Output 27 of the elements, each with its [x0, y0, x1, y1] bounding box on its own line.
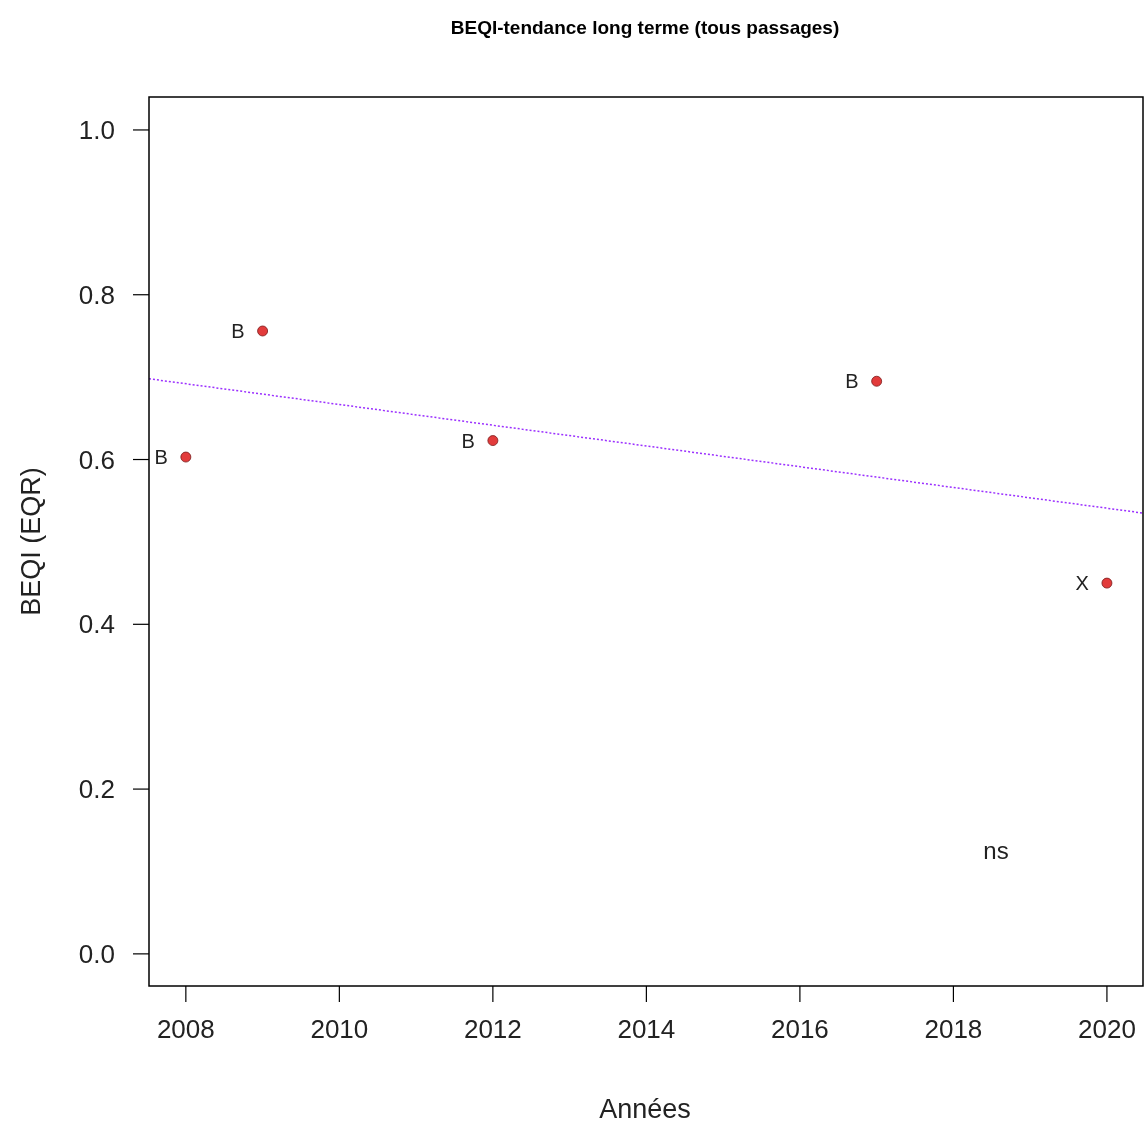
- x-tick-label: 2012: [463, 1014, 522, 1044]
- annotation: B: [845, 370, 859, 393]
- chart-title: BEQI-tendance long terme (tous passages): [450, 17, 840, 38]
- x-tick-label: 2016: [770, 1014, 829, 1044]
- x-axis-title: Années: [599, 1094, 691, 1124]
- annotation: X: [1075, 572, 1089, 595]
- point: [871, 375, 883, 387]
- point: [1101, 577, 1113, 589]
- x-tick-label: 2010: [310, 1014, 369, 1044]
- y-tick-label: 1.0: [78, 114, 115, 145]
- y-tick-label: 0.6: [78, 444, 115, 475]
- x-tick-label: 2020: [1078, 1014, 1136, 1044]
- y-axis-title: BEQI (EQR): [16, 467, 46, 616]
- annotation: B: [231, 319, 245, 342]
- y-tick-label: 0.8: [78, 279, 115, 310]
- y-tick-label: 0.2: [78, 774, 115, 805]
- y-tick-label: 0.0: [78, 938, 115, 969]
- point: [487, 435, 499, 446]
- annotation: B: [461, 429, 475, 452]
- x-tick-label: 2014: [617, 1014, 676, 1044]
- x-tick-label: 2018: [924, 1014, 983, 1044]
- point: [180, 451, 192, 463]
- point: [257, 325, 268, 337]
- annotation: ns: [983, 836, 1009, 864]
- x-tick-label: 2008: [156, 1014, 215, 1044]
- y-tick-label: 0.4: [78, 609, 115, 640]
- annotation: B: [154, 446, 168, 469]
